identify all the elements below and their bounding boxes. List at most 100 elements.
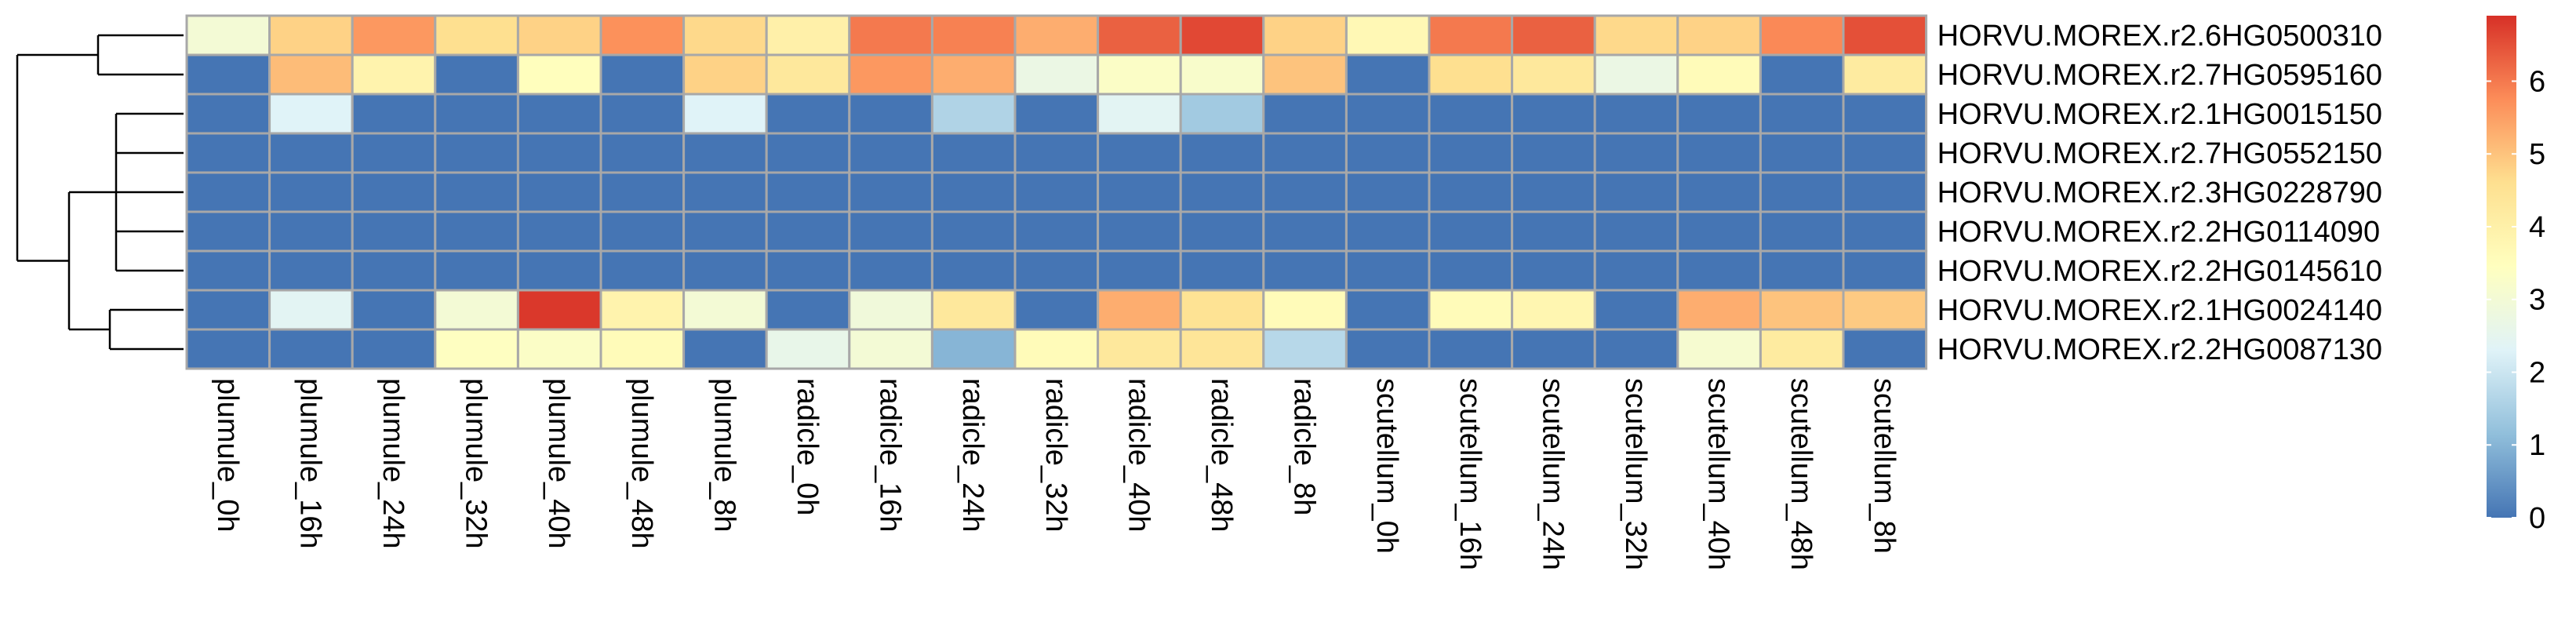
heatmap-cell [599,14,686,56]
heatmap-cell [848,249,933,292]
heatmap-cell [1428,53,1514,96]
heatmap-cell [1842,249,1928,292]
heatmap-cell [1344,14,1431,56]
heatmap-cell [1593,210,1679,253]
heatmap-cell [1344,249,1431,292]
heatmap-cell [1013,93,1100,135]
heatmap-cell [1428,289,1514,331]
heatmap-cell [1097,171,1182,213]
heatmap-cell [1759,14,1845,56]
heatmap-cell [1759,328,1845,370]
heatmap-cell [185,249,271,292]
heatmap-cell [1344,53,1431,96]
heatmap-cell [599,249,686,292]
heatmap-cell [1593,132,1679,174]
heatmap-cell [930,53,1017,96]
heatmap-cell [765,53,851,96]
heatmap-cell [682,93,768,135]
heatmap-cell [185,14,271,56]
heatmap-cell [268,132,354,174]
heatmap-cell [1511,289,1596,331]
heatmap-cell [1179,171,1265,213]
heatmap-cell [930,249,1017,292]
heatmap-cell [1842,210,1928,253]
heatmap-cell [516,93,602,135]
heatmap-cell [516,53,602,96]
heatmap-cell [599,93,686,135]
column-label: scutellum_48h [1785,378,1817,570]
heatmap-cell [682,289,768,331]
heatmap-cell [765,93,851,135]
heatmap-cell [682,14,768,56]
heatmap-cell [185,132,271,174]
heatmap-cell [351,210,437,253]
heatmap-cell [1179,93,1265,135]
heatmap-cell [1842,14,1928,56]
column-label: scutellum_16h [1454,378,1486,570]
heatmap-cell [1511,53,1596,96]
heatmap-cell [1511,171,1596,213]
heatmap-cell [1262,210,1348,253]
heatmap-cell [434,289,519,331]
heatmap-cell [1593,328,1679,370]
heatmap-cell [1344,132,1431,174]
heatmap-cell [930,328,1017,370]
heatmap-cell [765,132,851,174]
heatmap-cell [185,171,271,213]
column-label: radicle_16h [874,378,907,532]
legend-tick-label: 3 [2529,284,2545,317]
heatmap-cell [1511,210,1596,253]
heatmap-cell [268,289,354,331]
heatmap-cell [1262,289,1348,331]
heatmap-cell [930,210,1017,253]
column-label: plumule_8h [708,378,740,532]
heatmap-cell [1511,249,1596,292]
heatmap-cell [516,171,602,213]
heatmap-cell [1179,328,1265,370]
heatmap-cell [1676,53,1762,96]
heatmap-cell [1013,14,1100,56]
heatmap-cell [1511,132,1596,174]
heatmap-cell [1759,249,1845,292]
heatmap-cell [1676,93,1762,135]
heatmap-cell [1179,53,1265,96]
heatmap-cell [765,171,851,213]
heatmap-cell [351,53,437,96]
heatmap-cell [930,171,1017,213]
heatmap-cell [434,171,519,213]
heatmap-cell [434,328,519,370]
heatmap-cell [848,132,933,174]
heatmap-cell [1676,289,1762,331]
heatmap-cell [1842,93,1928,135]
heatmap-cell [1676,14,1762,56]
column-label: plumule_40h [542,378,575,549]
legend-tick-label: 0 [2529,502,2545,535]
heatmap-cell [1262,249,1348,292]
heatmap-cell [516,249,602,292]
heatmap-cell [1428,328,1514,370]
heatmap-cell [268,249,354,292]
column-label: scutellum_0h [1370,378,1403,554]
heatmap-cell [599,328,686,370]
heatmap-cell [434,14,519,56]
heatmap-cell [1262,171,1348,213]
row-label: HORVU.MOREX.r2.6HG0500310 [1937,20,2382,53]
heatmap-cell [1179,14,1265,56]
heatmap-cell [930,14,1017,56]
heatmap-cell [1097,328,1182,370]
heatmap-cell [185,53,271,96]
heatmap-cell [1842,171,1928,213]
heatmap-cell [351,289,437,331]
heatmap-cell [185,93,271,135]
row-label: HORVU.MOREX.r2.1HG0024140 [1937,294,2382,327]
heatmap-cell [1179,210,1265,253]
legend-tick-label: 1 [2529,429,2545,462]
column-label: radicle_40h [1122,378,1155,532]
column-label: radicle_32h [1039,378,1072,532]
heatmap-cell [1179,132,1265,174]
heatmap-cell [848,210,933,253]
column-labels: plumule_0h plumule_16h plumule_24h plumule_… [211,378,1901,570]
heatmap-cells [185,14,1928,370]
heatmap-cell [1344,328,1431,370]
heatmap-cell [682,328,768,370]
